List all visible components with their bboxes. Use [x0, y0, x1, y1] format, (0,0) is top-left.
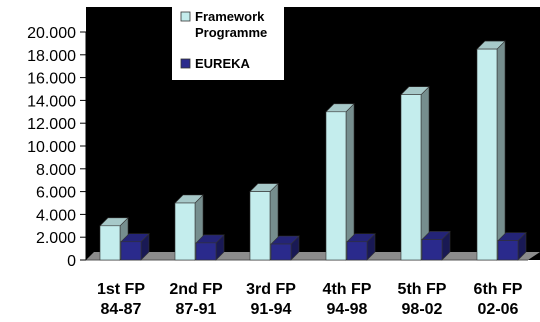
bar-framework-programme-front [325, 111, 347, 261]
legend-swatch-eureka [180, 58, 191, 69]
x-axis: 1st FP 84-87 2nd FP 87-91 3rd FP 91-94 4th FP 9… [97, 281, 523, 318]
legend-label-framework-programme: Framework Programme [195, 9, 267, 40]
y-tick-label: 10.000 [27, 139, 76, 156]
bar-framework-programme [476, 40, 506, 261]
bar-eureka [497, 231, 527, 261]
y-tick-label: 2.000 [36, 230, 76, 247]
legend-box [172, 6, 284, 80]
bar-eureka-front [421, 239, 443, 261]
x-category-label: 4th FP 94-98 [323, 281, 372, 318]
bar-framework-programme-front [400, 94, 422, 261]
bar-eureka [421, 230, 451, 261]
y-tick-label: 16.000 [27, 71, 76, 88]
bar-framework-programme [174, 194, 204, 261]
legend-swatch-framework-programme [180, 11, 191, 22]
bars [99, 40, 527, 261]
bar-framework-programme-front [174, 202, 196, 261]
plot-background [86, 7, 540, 260]
bar-framework-programme-front [476, 48, 498, 261]
x-category-label: 5th FP 98-02 [398, 281, 447, 318]
x-category-label: 6th FP 02-06 [474, 281, 523, 318]
bar-eureka-front [120, 241, 142, 261]
x-category-label: 3rd FP 91-94 [246, 281, 296, 318]
y-tick-label: 14.000 [27, 93, 76, 110]
bar-framework-programme-front [249, 191, 271, 261]
legend: Framework Programme EUREKA [172, 6, 284, 80]
bar-eureka [270, 235, 300, 261]
y-tick-label: 8.000 [36, 162, 76, 179]
legend-label-eureka: EUREKA [195, 56, 251, 71]
floor-plane [86, 252, 540, 260]
y-axis: 0 2.000 4.000 6.000 8.000 10.000 12.000 14.000 1… [27, 25, 87, 270]
bar-framework-programme-side [496, 40, 506, 261]
y-tick-label: 12.000 [27, 116, 76, 133]
y-tick-label: 6.000 [36, 185, 76, 202]
bar-eureka-front [346, 241, 368, 261]
bar-eureka-front [497, 240, 519, 261]
bar-eureka [346, 233, 376, 261]
bar-eureka-front [270, 243, 292, 261]
chart-floor [86, 252, 540, 261]
bar-framework-programme-front [99, 225, 121, 261]
y-tick-label: 20.000 [27, 25, 76, 42]
bar-framework-programme [400, 85, 430, 261]
y-tick-label: 4.000 [36, 207, 76, 224]
y-tick-label: 0 [67, 253, 76, 270]
bar-eureka [120, 233, 150, 261]
bar-eureka [195, 234, 225, 261]
x-category-label: 1st FP 84-87 [97, 281, 145, 318]
x-category-label: 2nd FP 87-91 [169, 281, 223, 318]
bar-eureka-front [195, 242, 217, 261]
bar-framework-programme [325, 103, 355, 261]
y-tick-label: 18.000 [27, 48, 76, 65]
